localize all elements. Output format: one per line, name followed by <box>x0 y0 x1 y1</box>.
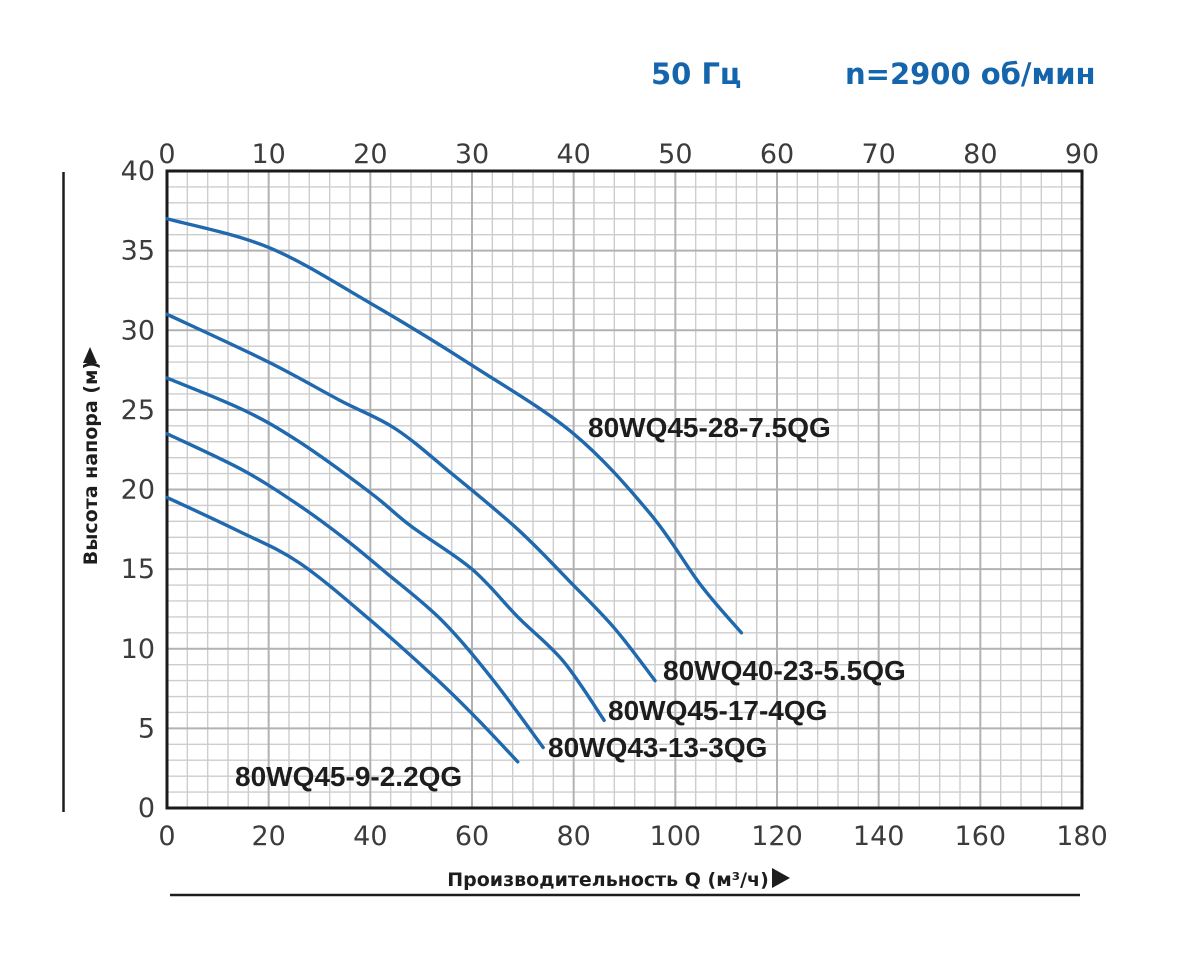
chart-header: 50 Гц n=2900 об/мин <box>0 57 1195 93</box>
y-axis-arrow-up-icon <box>83 347 97 363</box>
bottom-axis-tick-label: 40 <box>353 821 387 852</box>
bottom-axis-tick-label: 60 <box>455 821 489 852</box>
rotation-speed-label: n=2900 об/мин <box>845 57 1096 91</box>
bottom-axis-tick-label: 20 <box>251 821 285 852</box>
bottom-axis-tick-label: 180 <box>1056 821 1108 852</box>
frequency-label: 50 Гц <box>651 57 742 91</box>
bottom-axis-tick-label: 120 <box>751 821 803 852</box>
plot-frame <box>165 169 1084 810</box>
left-axis-tick-label: 40 <box>121 156 155 187</box>
left-axis-tick-label: 20 <box>121 475 155 506</box>
curve-80WQ45-28-7.5QG <box>165 217 744 635</box>
top-axis-tick-label: 90 <box>1065 139 1099 170</box>
top-axis-tick-label: 0 <box>158 139 175 170</box>
left-axis-tick-label: 0 <box>138 793 155 824</box>
curve-label-80WQ43-13-3QG: 80WQ43-13-3QG <box>548 732 767 763</box>
curve-80WQ45-9-2.2QG <box>165 495 520 764</box>
top-axis-tick-label: 50 <box>658 139 692 170</box>
x-axis-arrow-right-icon <box>772 868 790 888</box>
curve-80WQ43-13-3QG <box>165 432 545 750</box>
curve-80WQ45-17-4QG <box>165 376 606 723</box>
left-axis-tick-label: 25 <box>121 395 155 426</box>
curve-label-80WQ45-28-7.5QG: 80WQ45-28-7.5QG <box>588 412 831 443</box>
left-axis-tick-label: 15 <box>121 554 155 585</box>
bottom-axis-tick-label: 100 <box>650 821 702 852</box>
x-axis-title: Производительность Q (м³/ч) <box>447 869 769 891</box>
curve-label-80WQ45-9-2.2QG: 80WQ45-9-2.2QG <box>235 761 462 792</box>
top-axis-tick-label: 40 <box>556 139 590 170</box>
top-axis-tick-label: 30 <box>455 139 489 170</box>
left-axis-tick-label: 30 <box>121 315 155 346</box>
curve-label-80WQ45-17-4QG: 80WQ45-17-4QG <box>608 695 827 726</box>
bottom-axis-tick-label: 0 <box>158 821 175 852</box>
top-axis-tick-label: 60 <box>760 139 794 170</box>
bottom-axis-tick-label: 80 <box>556 821 590 852</box>
top-axis-tick-label: 80 <box>963 139 997 170</box>
top-axis-tick-label: 10 <box>251 139 285 170</box>
bottom-axis-tick-label: 160 <box>955 821 1007 852</box>
curve-80WQ40-23-5.5QG <box>165 312 657 683</box>
left-axis-tick-label: 5 <box>138 713 155 744</box>
left-axis-tick-label: 35 <box>121 236 155 267</box>
curve-label-80WQ40-23-5.5QG: 80WQ40-23-5.5QG <box>663 655 906 686</box>
bottom-axis-tick-label: 140 <box>853 821 905 852</box>
y-axis-title: Высота напора (м) <box>80 361 102 566</box>
left-axis-tick-label: 10 <box>121 634 155 665</box>
top-axis-tick-label: 20 <box>353 139 387 170</box>
top-axis-tick-label: 70 <box>861 139 895 170</box>
